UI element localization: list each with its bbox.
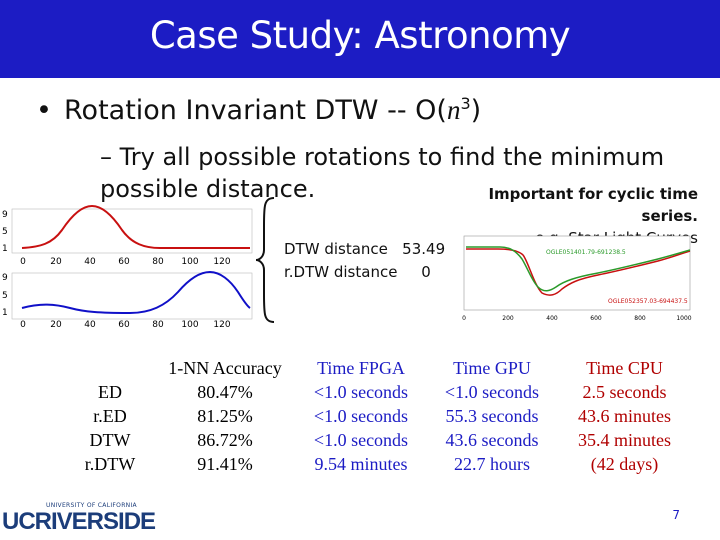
x-tick-80: 80	[152, 257, 164, 267]
light-curve-chart: OGLE051401.79-691238.5 OGLE052357.03-694…	[462, 235, 692, 322]
y-tick-mid-2: 5	[2, 291, 8, 301]
x-tick-40: 40	[84, 257, 96, 267]
blue-series-line	[21, 270, 251, 315]
lc-x-tick-200: 200	[502, 315, 514, 322]
bullet-dot-icon: •	[36, 95, 52, 126]
logo-university-line: UNIVERSITY OF CALIFORNIA	[46, 502, 137, 509]
sub-bullet-rotations: – Try all possible rotations to find the…	[100, 143, 665, 203]
y-tick-top-2: 9	[2, 273, 8, 283]
x-tick-60-b: 60	[118, 320, 130, 330]
distance-readout: DTW distance 53.49 r.DTW distance 0	[284, 238, 445, 284]
header-cpu: Time CPU	[586, 357, 663, 378]
table-row: r.DTW 91.41% 9.54 minutes 22.7 hours (42…	[84, 453, 659, 474]
x-tick-80-b: 80	[152, 320, 164, 330]
y-tick-mid: 5	[2, 227, 8, 237]
header-fpga: Time FPGA	[317, 357, 405, 378]
table-row: ED 80.47% <1.0 seconds <1.0 seconds 2.5 …	[98, 381, 667, 402]
x-tick-120: 120	[213, 257, 230, 267]
top-series-plot: 9 5 1 0 20 40 60 80 100 120	[2, 204, 253, 267]
red-series-line	[21, 204, 250, 249]
red-light-curve	[466, 248, 691, 296]
lc-x-tick-0: 0	[462, 315, 466, 322]
page-number: 7	[672, 508, 680, 522]
light-curve-label-top: OGLE051401.79-691238.5	[546, 249, 626, 256]
x-tick-0-b: 0	[20, 320, 26, 330]
header-accuracy: 1-NN Accuracy	[168, 357, 282, 378]
top-plot-frame	[11, 208, 253, 254]
y-tick-bottom-2: 1	[2, 308, 8, 318]
x-tick-120-b: 120	[213, 320, 230, 330]
x-tick-0: 0	[20, 257, 26, 267]
x-tick-20: 20	[50, 257, 62, 267]
x-tick-20-b: 20	[50, 320, 62, 330]
x-tick-40-b: 40	[84, 320, 96, 330]
table-header-row: 1-NN Accuracy Time FPGA Time GPU Time CP…	[70, 356, 687, 380]
x-tick-60: 60	[118, 257, 130, 267]
y-tick-top: 9	[2, 210, 8, 220]
table-row: DTW 86.72% <1.0 seconds 43.6 seconds 35.…	[89, 429, 672, 450]
bottom-series-plot: 9 5 1 0 20 40 60 80 100 120	[2, 270, 253, 330]
x-tick-100-b: 100	[181, 320, 198, 330]
lc-x-tick-600: 600	[590, 315, 602, 322]
light-curve-label-bottom: OGLE052357.03-694437.5	[608, 298, 688, 305]
ucr-logo: UNIVERSITY OF CALIFORNIA UCRIVERSIDE	[2, 502, 156, 538]
table-row: r.ED 81.25% <1.0 seconds 55.3 seconds 43…	[93, 405, 671, 426]
y-tick-bottom: 1	[2, 244, 8, 254]
bottom-plot-frame	[11, 272, 253, 320]
title-bar	[0, 0, 720, 78]
lc-x-tick-400: 400	[546, 315, 558, 322]
brace-icon	[255, 197, 275, 323]
slide-title: Case Study: Astronomy	[149, 14, 571, 57]
left-time-series-charts: 9 5 1 0 20 40 60 80 100 120 9 5 1 0 20 4…	[2, 204, 253, 330]
header-gpu: Time GPU	[453, 357, 531, 378]
x-tick-100: 100	[181, 257, 198, 267]
lc-x-tick-1000: 1000	[676, 315, 691, 322]
lc-x-tick-800: 800	[634, 315, 646, 322]
bullet-rotation-invariant: • Rotation Invariant DTW -- O(n3)	[36, 94, 482, 126]
dtw-distance: DTW distance 53.49	[284, 240, 446, 258]
results-table: 1-NN Accuracy Time FPGA Time GPU Time CP…	[70, 356, 687, 476]
rdtw-distance: r.DTW distance 0	[284, 263, 431, 281]
green-light-curve	[466, 246, 691, 292]
logo-name: UCRIVERSIDE	[2, 508, 156, 535]
